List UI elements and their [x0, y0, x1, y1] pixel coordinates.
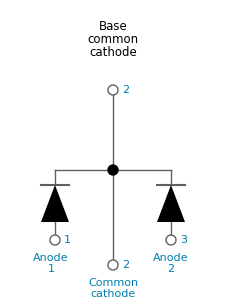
Polygon shape — [41, 185, 69, 222]
Text: 1: 1 — [64, 235, 71, 245]
Text: 2: 2 — [122, 260, 128, 270]
Circle shape — [108, 85, 117, 95]
Text: cathode: cathode — [89, 46, 136, 59]
Text: 2: 2 — [167, 264, 174, 274]
Text: Common: Common — [88, 278, 137, 288]
Text: 2: 2 — [122, 85, 128, 95]
Circle shape — [165, 235, 175, 245]
Text: common: common — [87, 33, 138, 46]
Circle shape — [50, 235, 60, 245]
Text: 3: 3 — [179, 235, 186, 245]
Text: Anode: Anode — [153, 253, 188, 263]
Text: Base: Base — [98, 20, 127, 33]
Circle shape — [108, 260, 117, 270]
Text: Anode: Anode — [33, 253, 68, 263]
Text: 1: 1 — [47, 264, 54, 274]
Polygon shape — [156, 185, 184, 222]
Text: cathode: cathode — [90, 289, 135, 299]
Circle shape — [108, 165, 117, 175]
